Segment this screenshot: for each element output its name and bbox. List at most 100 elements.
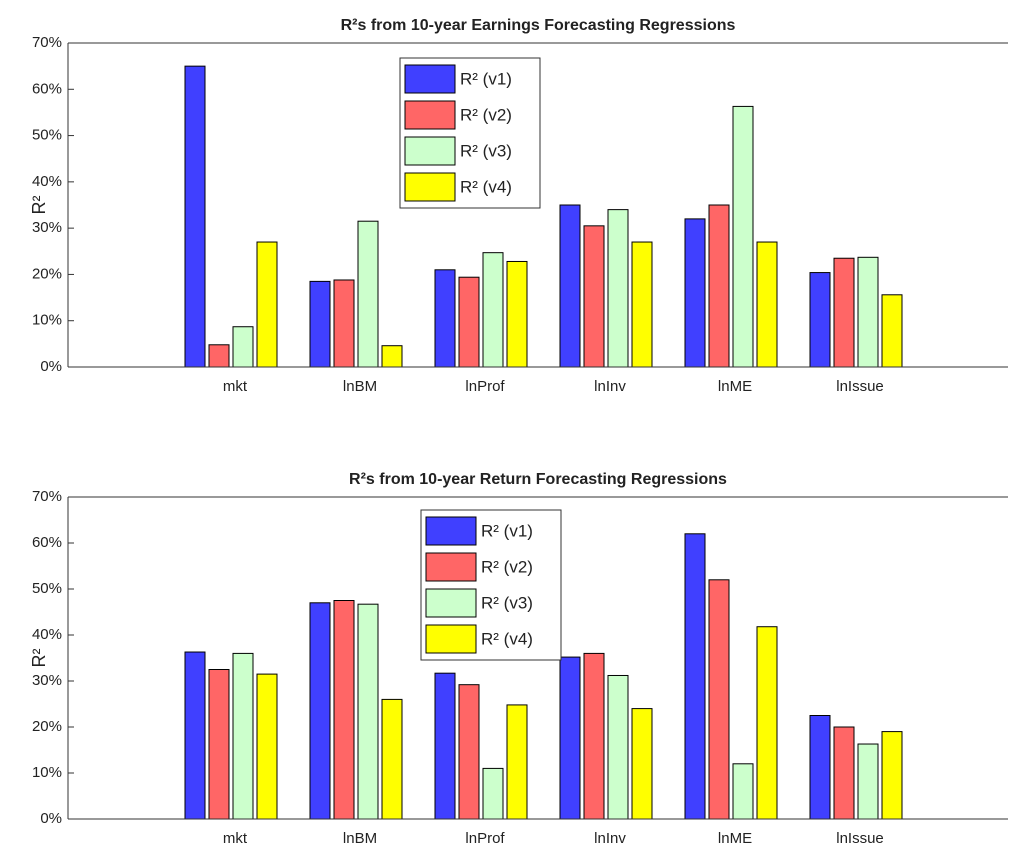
x-tick-label: lnInv — [594, 378, 626, 395]
legend: R² (v1) R² (v2) R² (v3) R² (v4) — [399, 57, 541, 209]
legend-swatch — [425, 552, 477, 582]
y-tick-label: 30% — [32, 219, 62, 236]
x-tick-label: lnIssue — [836, 378, 884, 395]
subplot: R²s from 10-year Return Forecasting Regr… — [29, 471, 1008, 847]
bar — [309, 602, 331, 820]
x-tick-label: lnProf — [465, 378, 505, 395]
bar — [583, 225, 605, 368]
bar — [732, 763, 754, 820]
y-tick-label: 50% — [32, 127, 62, 144]
y-tick-label: 20% — [32, 265, 62, 282]
bar — [309, 280, 331, 368]
bar — [708, 204, 730, 368]
y-tick-label: 60% — [32, 534, 62, 551]
legend-label: R² (v2) — [481, 557, 533, 576]
y-tick-label: 70% — [32, 34, 62, 51]
bar — [458, 276, 480, 368]
legend-label: R² (v3) — [481, 593, 533, 612]
bar — [333, 600, 355, 820]
bar — [857, 743, 879, 820]
bar — [833, 257, 855, 368]
bar — [684, 533, 706, 820]
bar — [232, 326, 254, 368]
legend: R² (v1) R² (v2) R² (v3) R² (v4) — [420, 509, 562, 661]
y-axis-label: R² — [29, 649, 49, 668]
bar — [756, 241, 778, 368]
bar — [708, 579, 730, 820]
y-tick-label: 10% — [32, 764, 62, 781]
bar — [809, 715, 831, 820]
x-tick-label: mkt — [223, 830, 248, 847]
bar — [208, 344, 230, 368]
bar — [256, 673, 278, 820]
legend-swatch — [404, 136, 456, 166]
bar — [857, 256, 879, 368]
legend-label: R² (v3) — [460, 141, 512, 160]
bar — [434, 672, 456, 820]
y-tick-label: 40% — [32, 173, 62, 190]
y-tick-label: 30% — [32, 672, 62, 689]
bar — [881, 294, 903, 368]
x-tick-label: mkt — [223, 378, 248, 395]
y-tick-label: 50% — [32, 580, 62, 597]
legend-swatch — [425, 624, 477, 654]
y-axis-label: R² — [29, 196, 49, 215]
y-tick-label: 10% — [32, 312, 62, 329]
bar — [333, 279, 355, 368]
bar — [684, 218, 706, 368]
bar — [184, 651, 206, 820]
x-tick-label: lnInv — [594, 830, 626, 847]
bar — [881, 731, 903, 820]
y-tick-label: 40% — [32, 626, 62, 643]
bar — [232, 652, 254, 820]
y-tick-label: 20% — [32, 718, 62, 735]
bar — [607, 674, 629, 820]
bar — [506, 704, 528, 820]
bar — [381, 345, 403, 368]
bar — [458, 684, 480, 820]
bar — [381, 698, 403, 820]
bar — [631, 708, 653, 820]
bar — [256, 241, 278, 368]
legend-label: R² (v4) — [460, 177, 512, 196]
legend-label: R² (v1) — [481, 521, 533, 540]
legend-swatch — [404, 64, 456, 94]
bar — [184, 65, 206, 368]
bar — [607, 209, 629, 368]
bar — [833, 726, 855, 820]
y-tick-label: 0% — [40, 810, 62, 827]
x-tick-label: lnIssue — [836, 830, 884, 847]
bar — [506, 260, 528, 368]
chart-title: R²s from 10-year Return Forecasting Regr… — [349, 471, 727, 488]
legend-swatch — [404, 100, 456, 130]
x-tick-label: lnME — [718, 378, 752, 395]
subplot: R²s from 10-year Earnings Forecasting Re… — [29, 17, 1008, 395]
x-tick-label: lnProf — [465, 830, 505, 847]
y-tick-label: 60% — [32, 80, 62, 97]
legend-swatch — [425, 516, 477, 546]
bar — [583, 652, 605, 820]
bar — [482, 252, 504, 368]
legend-swatch — [425, 588, 477, 618]
bar — [559, 656, 581, 820]
legend-swatch — [404, 172, 456, 202]
bar — [434, 269, 456, 368]
x-tick-label: lnBM — [343, 378, 377, 395]
bar — [732, 105, 754, 368]
bar — [809, 272, 831, 368]
bar — [756, 626, 778, 820]
legend-label: R² (v4) — [481, 629, 533, 648]
chart-title: R²s from 10-year Earnings Forecasting Re… — [341, 17, 736, 34]
legend-label: R² (v1) — [460, 69, 512, 88]
bar — [559, 204, 581, 368]
x-tick-label: lnME — [718, 830, 752, 847]
bar — [208, 669, 230, 820]
bar — [357, 603, 379, 820]
legend-label: R² (v2) — [460, 105, 512, 124]
bar — [357, 220, 379, 368]
x-tick-label: lnBM — [343, 830, 377, 847]
bar — [482, 767, 504, 820]
y-tick-label: 70% — [32, 488, 62, 505]
y-tick-label: 0% — [40, 358, 62, 375]
